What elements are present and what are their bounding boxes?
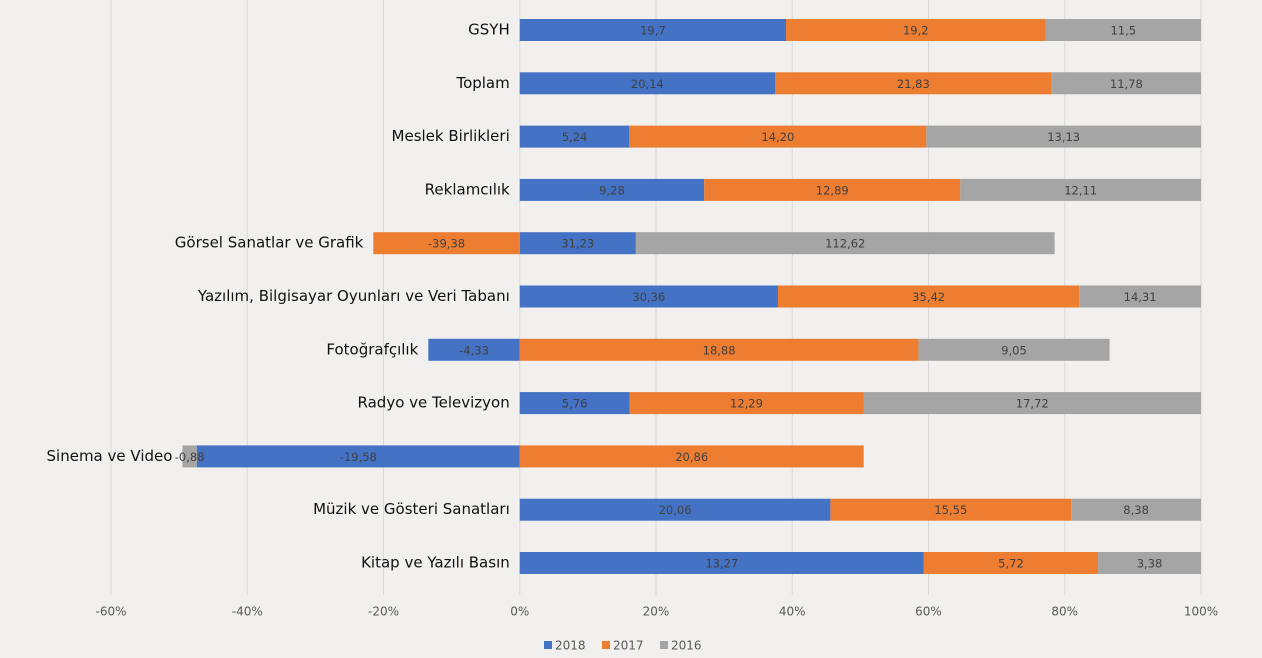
x-tick-label: -20%	[368, 605, 399, 619]
bar	[182, 445, 197, 468]
category-label: Radyo ve Televizyon	[358, 394, 510, 412]
category-label: Müzik ve Gösteri Sanatları	[313, 500, 510, 518]
x-tick-label: 0%	[510, 605, 529, 619]
x-tick-label: 40%	[779, 605, 806, 619]
value-label: 13,13	[1047, 130, 1080, 144]
bar	[519, 19, 787, 41]
value-label: 9,28	[599, 183, 625, 197]
bar	[777, 285, 1080, 308]
legend-label: 2018	[555, 639, 586, 653]
value-label: 13,27	[705, 557, 738, 571]
bar	[863, 392, 1201, 415]
bar	[923, 552, 1099, 574]
x-tick-label: -40%	[232, 605, 263, 619]
value-label: 20,14	[631, 77, 664, 91]
value-label: 3,38	[1137, 557, 1163, 571]
value-label: 11,78	[1110, 77, 1143, 91]
value-label: 19,7	[640, 24, 666, 38]
value-label: -39,38	[428, 237, 465, 251]
category-label: Toplam	[455, 74, 509, 92]
value-label: 12,11	[1064, 183, 1097, 197]
bar	[1051, 72, 1201, 95]
category-label: Sinema ve Video	[47, 447, 173, 465]
legend-label: 2016	[671, 639, 702, 653]
bar	[1045, 19, 1201, 41]
category-label: Reklamcılık	[425, 180, 510, 198]
value-label: 35,42	[912, 290, 945, 304]
bar	[519, 178, 705, 201]
bar	[519, 338, 919, 361]
x-tick-label: 60%	[915, 605, 942, 619]
value-label: 14,31	[1124, 290, 1157, 304]
bar	[373, 232, 520, 255]
category-label: Meslek Birlikleri	[392, 127, 510, 145]
value-label: 8,38	[1123, 503, 1149, 517]
value-label: 19,2	[903, 24, 929, 38]
legend-swatch	[544, 641, 552, 649]
legend-label: 2017	[613, 639, 644, 653]
value-label: -19,58	[340, 450, 377, 464]
value-label: 30,36	[632, 290, 665, 304]
value-label: 17,72	[1016, 397, 1049, 411]
value-label: 15,55	[934, 503, 967, 517]
bar	[629, 125, 927, 148]
bar	[918, 338, 1110, 361]
bar	[704, 178, 961, 201]
value-label: 12,89	[816, 183, 849, 197]
x-tick-label: 20%	[643, 605, 670, 619]
bar	[519, 72, 776, 95]
bar	[1098, 552, 1201, 574]
value-label: 5,24	[562, 130, 588, 144]
bar	[519, 392, 630, 415]
bar	[519, 552, 924, 574]
value-label: 21,83	[897, 77, 930, 91]
category-label: Kitap ve Yazılı Basın	[361, 554, 510, 572]
bar	[519, 232, 636, 255]
value-label: 18,88	[703, 343, 736, 357]
x-tick-label: -60%	[95, 605, 126, 619]
category-label: Fotoğrafçılık	[326, 340, 418, 358]
bar	[519, 445, 864, 468]
bar	[960, 178, 1201, 201]
category-label: GSYH	[468, 21, 510, 39]
category-label: Yazılım, Bilgisayar Oyunları ve Veri Tab…	[197, 287, 510, 305]
value-label: 31,23	[561, 237, 594, 251]
value-label: 12,29	[730, 397, 763, 411]
bar	[196, 445, 520, 468]
category-label: Görsel Sanatlar ve Grafik	[175, 234, 364, 252]
value-label: 20,06	[659, 503, 692, 517]
x-tick-label: 100%	[1184, 605, 1218, 619]
value-label: 14,20	[761, 130, 794, 144]
bar	[629, 392, 864, 415]
bar	[635, 232, 1055, 255]
value-label: 20,86	[675, 450, 708, 464]
bar	[1079, 285, 1201, 308]
bar	[775, 72, 1052, 95]
bar	[926, 125, 1201, 148]
bar	[519, 498, 831, 521]
bar	[1071, 498, 1201, 521]
value-label: 11,5	[1110, 24, 1136, 38]
value-label: 5,72	[998, 557, 1024, 571]
bar	[830, 498, 1072, 521]
legend-swatch	[660, 641, 668, 649]
bar	[786, 19, 1046, 41]
x-tick-label: 80%	[1051, 605, 1078, 619]
value-label: -4,33	[459, 343, 489, 357]
value-label: -0,88	[175, 450, 205, 464]
value-label: 5,76	[562, 397, 588, 411]
value-label: 112,62	[825, 237, 865, 251]
bar	[519, 125, 630, 148]
bar	[428, 338, 520, 361]
bar	[519, 285, 778, 308]
value-label: 9,05	[1001, 343, 1027, 357]
legend-swatch	[602, 641, 610, 649]
